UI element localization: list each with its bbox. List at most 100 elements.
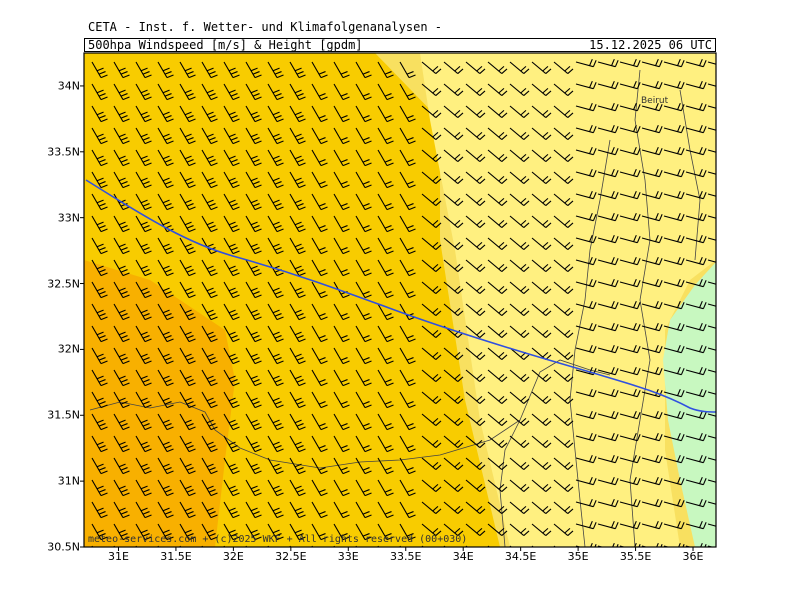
wind-barb: [157, 259, 174, 277]
wind-barb: [575, 432, 597, 442]
wind-barb: [487, 127, 508, 140]
wind-barb: [135, 215, 152, 233]
wind-barb: [421, 193, 442, 206]
wind-barb: [619, 58, 641, 68]
wind-barb: [113, 369, 130, 387]
wind-barb: [575, 454, 597, 464]
wind-barb: [531, 259, 552, 272]
wind-barb: [575, 124, 597, 134]
wind-barb: [641, 234, 663, 244]
wind-barb: [289, 215, 306, 233]
wind-barb: [663, 80, 685, 90]
wind-barb: [179, 105, 196, 123]
wind-barb: [113, 457, 130, 475]
copyright-notice: meteo-services.com + (c)2025 WKF + All r…: [88, 534, 468, 545]
wind-barb: [421, 61, 442, 74]
wind-barb: [157, 391, 174, 409]
wind-barb: [135, 259, 152, 277]
wind-barb: [267, 215, 284, 233]
lon-label: 35E: [567, 550, 589, 563]
wind-barb: [619, 498, 641, 508]
wind-barb: [509, 391, 530, 404]
wind-barb: [245, 435, 262, 453]
lat-label: 32.5N: [47, 277, 80, 291]
lon-label: 33E: [337, 550, 359, 563]
wind-barb: [487, 325, 508, 338]
wind-barb: [575, 498, 597, 508]
wind-barb: [377, 83, 394, 101]
wind-barb: [641, 190, 663, 200]
wind-barb: [113, 479, 130, 497]
wind-barb: [707, 127, 716, 131]
wind-barb: [421, 391, 442, 404]
wind-barb: [179, 479, 196, 497]
wind-barb: [597, 520, 619, 530]
wind-barb: [531, 413, 552, 426]
wind-barb: [465, 193, 486, 206]
wind-barb: [465, 501, 486, 514]
wind-barb: [443, 347, 464, 360]
wind-barb: [443, 413, 464, 426]
wind-barb: [355, 61, 372, 79]
wind-barb: [421, 105, 442, 118]
wind-barb: [91, 193, 108, 211]
wind-barb: [509, 281, 530, 294]
wind-barb: [619, 344, 641, 354]
wind-barb: [91, 479, 108, 497]
wind-barb: [355, 479, 372, 497]
wind-barb: [553, 457, 574, 470]
wind-barb: [113, 501, 130, 519]
wind-barb: [553, 105, 574, 118]
wind-barb: [223, 83, 240, 101]
wind-barb: [553, 369, 574, 382]
wind-barb: [267, 369, 284, 387]
lat-label: 34N: [57, 79, 80, 93]
wind-barb: [575, 344, 597, 354]
wind-barb: [641, 256, 663, 266]
wind-barb: [333, 127, 350, 145]
wind-barb: [135, 501, 152, 519]
lat-label: 30.5N: [47, 540, 80, 554]
wind-barb: [157, 105, 174, 123]
wind-barb: [223, 457, 240, 475]
wind-barb: [509, 457, 530, 470]
wind-barb: [355, 501, 372, 519]
wind-barb: [377, 413, 394, 431]
wind-barb: [223, 171, 240, 189]
wind-barb: [223, 413, 240, 431]
wind-barb: [531, 303, 552, 316]
wind-barb: [311, 149, 328, 167]
wind-barb: [443, 457, 464, 470]
wind-barb: [179, 413, 196, 431]
wind-barb: [597, 190, 619, 200]
wind-barb: [157, 369, 174, 387]
wind-barb: [377, 171, 394, 189]
wind-barb: [333, 523, 350, 541]
wind-barb: [355, 435, 372, 453]
wind-barb: [377, 61, 394, 79]
wind-barb: [663, 388, 685, 398]
wind-barb: [179, 325, 196, 343]
wind-barb: [531, 281, 552, 294]
wind-barb: [311, 281, 328, 299]
wind-barb: [91, 281, 108, 299]
wind-barb: [553, 215, 574, 228]
wind-barb: [157, 347, 174, 365]
wind-barb: [597, 278, 619, 288]
wind-barb: [531, 83, 552, 96]
wind-barb: [179, 303, 196, 321]
wind-barb: [663, 454, 685, 464]
wind-barb: [399, 435, 416, 453]
wind-barb: [201, 83, 218, 101]
wind-barb: [487, 435, 508, 448]
wind-barb: [553, 259, 574, 272]
wind-barb: [685, 410, 707, 420]
wind-barb: [465, 149, 486, 162]
wind-barb: [553, 325, 574, 338]
wind-barb: [289, 369, 306, 387]
wind-barb: [179, 149, 196, 167]
wind-barb: [91, 83, 108, 101]
wind-barb: [223, 369, 240, 387]
wind-barb: [685, 102, 707, 112]
wind-barb: [641, 498, 663, 508]
